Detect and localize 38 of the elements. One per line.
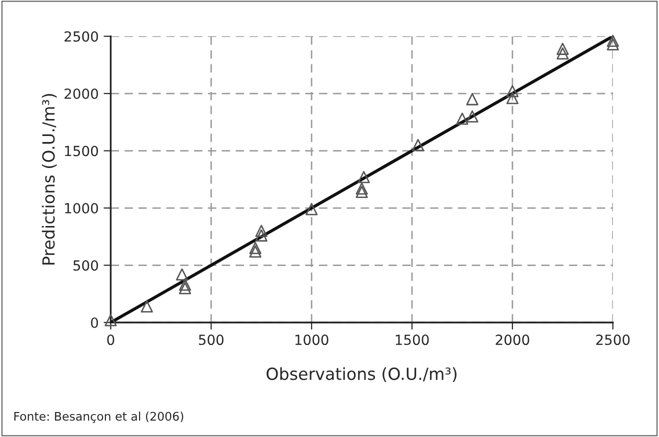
- point: [255, 229, 268, 242]
- y-axis-title: Predictions (O.U./m³): [42, 94, 57, 265]
- point: [140, 300, 153, 313]
- point: [556, 47, 569, 60]
- x-tick-label: 2000: [496, 334, 530, 346]
- y-tick-label: 1500: [65, 146, 98, 156]
- point: [176, 268, 188, 280]
- y-tick-label: 0: [90, 317, 98, 328]
- x-tick-label: 1500: [396, 334, 429, 346]
- point: [255, 224, 268, 237]
- point: [104, 314, 117, 326]
- y-tick-label: 2500: [64, 31, 98, 42]
- x-tick-label: 1000: [295, 334, 328, 346]
- x-axis-title: Observations (O.U./m³): [266, 367, 456, 382]
- x-tick-label: 500: [198, 334, 224, 346]
- point: [506, 92, 519, 104]
- point: [412, 138, 424, 152]
- source-note: Fonte: Besançon et al (2006): [14, 412, 184, 423]
- point: [606, 34, 619, 47]
- point: [506, 85, 519, 98]
- point: [556, 42, 569, 55]
- y-tick-label: 500: [73, 260, 98, 271]
- point: [178, 282, 192, 294]
- point: [358, 171, 370, 184]
- point: [606, 38, 619, 50]
- point: [356, 186, 368, 198]
- point: [456, 112, 468, 125]
- x-tick-label: 2500: [596, 334, 630, 346]
- point: [466, 93, 478, 106]
- y-tick-label: 2000: [64, 88, 98, 99]
- point: [178, 278, 192, 291]
- point: [306, 203, 318, 216]
- point: [249, 245, 262, 258]
- point: [466, 110, 478, 122]
- point: [356, 182, 368, 195]
- point: [249, 242, 262, 254]
- x-tick-label: 0: [107, 334, 114, 346]
- y-tick-label: 1000: [65, 202, 98, 214]
